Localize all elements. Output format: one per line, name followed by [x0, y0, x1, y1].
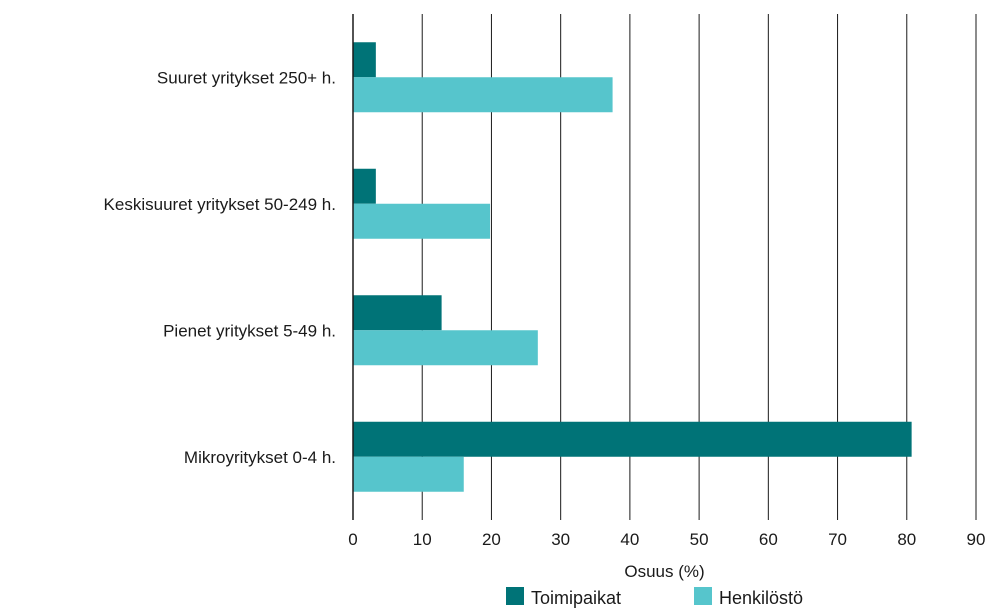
x-tick-label: 0 [348, 530, 357, 549]
x-tick-label: 60 [759, 530, 778, 549]
bar-toimipaikat-2 [353, 295, 442, 331]
category-label: Pienet yritykset 5-49 h. [163, 321, 336, 340]
x-tick-label: 10 [413, 530, 432, 549]
bar-toimipaikat-1 [353, 168, 376, 204]
category-labels: Suuret yritykset 250+ h. Keskisuuret yrit… [104, 68, 336, 467]
bar-toimipaikat-3 [353, 421, 912, 457]
bar-henkilöstö-3 [353, 456, 464, 492]
legend-swatch-toimipaikat [506, 587, 524, 605]
legend: Toimipaikat Henkilöstö [506, 587, 803, 608]
x-tick-label: 80 [897, 530, 916, 549]
x-axis-title: Osuus (%) [624, 562, 704, 581]
bar-toimipaikat-0 [353, 42, 376, 78]
x-tick-label: 20 [482, 530, 501, 549]
category-label: Mikroyritykset 0-4 h. [184, 448, 336, 467]
bars [353, 42, 912, 492]
legend-label: Toimipaikat [531, 588, 621, 608]
legend-label: Henkilöstö [719, 588, 803, 608]
legend-swatch-henkilöstö [694, 587, 712, 605]
x-tick-label: 90 [967, 530, 986, 549]
bar-henkilöstö-0 [353, 77, 613, 113]
bar-henkilöstö-1 [353, 203, 491, 239]
x-tick-labels: 0 10 20 30 40 50 60 70 80 90 [348, 530, 985, 549]
category-label: Keskisuuret yritykset 50-249 h. [104, 195, 336, 214]
category-label: Suuret yritykset 250+ h. [157, 68, 336, 87]
x-tick-label: 30 [551, 530, 570, 549]
bar-henkilöstö-2 [353, 330, 538, 366]
x-tick-label: 40 [620, 530, 639, 549]
x-tick-label: 50 [690, 530, 709, 549]
x-tick-label: 70 [828, 530, 847, 549]
